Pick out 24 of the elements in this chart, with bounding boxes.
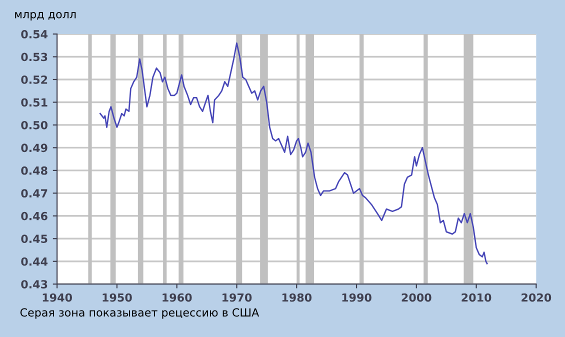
y-tick-label: 0.50 <box>21 120 48 130</box>
y-tick-label: 0.54 <box>21 30 48 38</box>
x-tick-label: 1960 <box>162 293 192 302</box>
line-series <box>99 42 488 264</box>
y-tick-label: 0.44 <box>21 257 48 266</box>
y-tick-label: 0.46 <box>21 212 48 220</box>
x-tick-label: 1980 <box>282 293 312 302</box>
x-tick-label: 2010 <box>462 293 492 302</box>
y-tick-label: 0.52 <box>21 75 48 84</box>
text: Серая зона показывает рецессию в США <box>20 308 260 319</box>
y-tick-label: 0.49 <box>21 144 48 152</box>
y-tick-label: 0.43 <box>21 280 48 288</box>
x-tick-label: 1970 <box>222 293 252 302</box>
x-tick-label: 1950 <box>102 293 132 302</box>
y-tick-label: 0.51 <box>21 98 48 107</box>
y-tick-label: 0.48 <box>21 166 48 175</box>
x-tick-label: 1940 <box>42 293 72 302</box>
x-tick-label: 2020 <box>522 293 552 302</box>
y-tick-label: 0.53 <box>21 52 48 62</box>
x-tick-label: 1990 <box>342 293 372 302</box>
y-tick-label: 0.45 <box>21 234 48 244</box>
y-axis-title: млрд долл <box>15 12 76 21</box>
x-tick-label: 2000 <box>402 293 432 302</box>
y-tick-label: 0.47 <box>21 189 48 198</box>
